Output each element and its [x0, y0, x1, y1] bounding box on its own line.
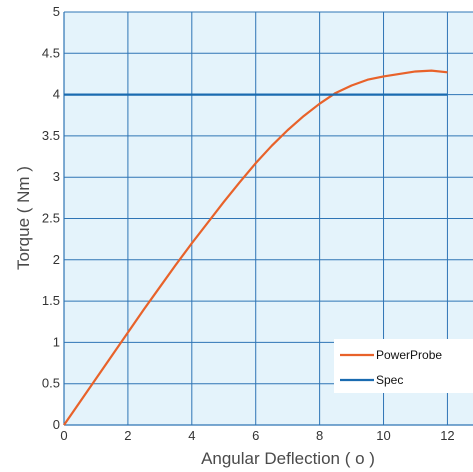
series-group — [63, 69, 448, 426]
legend-box — [334, 339, 473, 393]
y-tick-labels: 0 0.5 1 1.5 2 2.5 3 3.5 4 4.5 5 — [42, 4, 60, 432]
y-tick-label: 1.5 — [42, 293, 60, 308]
x-tick-label: 2 — [124, 428, 131, 443]
y-tick-label: 5 — [53, 4, 60, 19]
y-tick-label: 2 — [53, 252, 60, 267]
x-tick-label: 4 — [188, 428, 195, 443]
series-line-powerprobe — [63, 69, 448, 426]
y-axis-label: Torque ( Nm ) — [14, 166, 33, 270]
y-tick-label: 4.5 — [42, 45, 60, 60]
y-tick-label: 3 — [53, 169, 60, 184]
x-tick-labels: 0 2 4 6 8 10 12 — [60, 428, 454, 443]
x-axis-label: Angular Deflection ( o ) — [201, 449, 375, 468]
x-tick-label: 6 — [252, 428, 259, 443]
y-tick-label: 3.5 — [42, 128, 60, 143]
x-tick-label: 8 — [316, 428, 323, 443]
x-tick-label: 10 — [376, 428, 390, 443]
y-tick-label: 2.5 — [42, 211, 60, 226]
y-tick-label: 4 — [53, 87, 60, 102]
y-tick-label: 0.5 — [42, 376, 60, 391]
y-tick-label: 0 — [53, 417, 60, 432]
legend-label-powerprobe: PowerProbe — [376, 348, 442, 362]
legend: PowerProbe Spec — [334, 339, 473, 393]
y-tick-label: 1 — [53, 334, 60, 349]
legend-label-spec: Spec — [376, 373, 403, 387]
x-tick-label: 12 — [440, 428, 454, 443]
x-tick-label: 0 — [60, 428, 67, 443]
